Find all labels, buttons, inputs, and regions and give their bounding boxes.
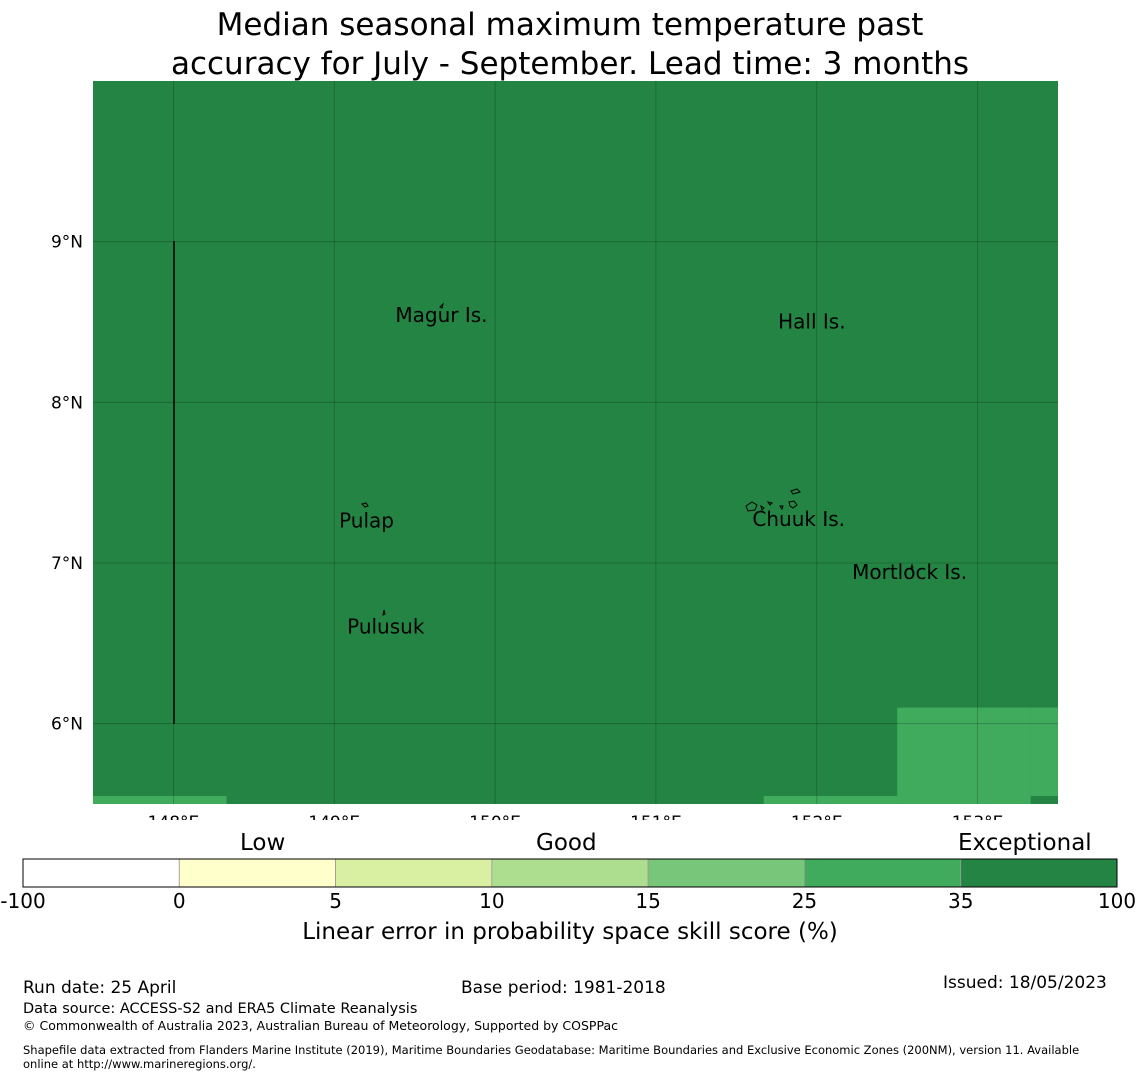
colorbar — [22, 858, 1118, 888]
island-coastline — [760, 504, 765, 511]
colorbar-frame — [22, 858, 1118, 888]
place-label: Mortlock Is. — [852, 560, 967, 584]
island-coastline — [788, 500, 798, 509]
longitude-tick-label: 149°E — [308, 813, 360, 820]
island-coastline — [745, 501, 758, 512]
run-date: Run date: 25 April — [23, 978, 177, 998]
longitude-tick-label: 152°E — [791, 813, 843, 820]
place-label: Chuuk Is. — [752, 507, 845, 531]
colorbar-tick-label: -100 — [0, 889, 46, 913]
colorbar-tick-label: 100 — [1097, 889, 1137, 913]
colorbar-bin — [22, 858, 180, 888]
island-coastline — [910, 563, 914, 569]
longitude-tick-label: 148°E — [148, 813, 200, 820]
map-gridlines — [93, 81, 1058, 804]
colorbar-bin — [804, 858, 962, 888]
data-source: Data source: ACCESS-S2 and ERA5 Climate … — [23, 1001, 418, 1017]
base-period: Base period: 1981-2018 — [461, 978, 666, 998]
issued-date: Issued: 18/05/2023 — [943, 973, 1107, 993]
colorbar-tick-label: 0 — [172, 889, 186, 913]
colorbar-category-exceptional: Exceptional — [958, 830, 1092, 856]
colorbar-tick-label: 10 — [479, 889, 505, 913]
island-coastline — [361, 502, 369, 508]
colorbar-tick-label: 25 — [791, 889, 818, 913]
island-coastline — [382, 609, 386, 616]
place-label: Pulap — [339, 509, 394, 533]
colorbar-bin — [178, 858, 336, 888]
island-coastline — [790, 488, 801, 495]
latitude-tick-label: 9°N — [51, 233, 83, 253]
shapefile-credit-line-2: online at http://www.marineregions.org/. — [23, 1057, 256, 1071]
colorbar-bin — [647, 858, 805, 888]
latitude-tick-label: 6°N — [51, 715, 83, 735]
colorbar-bin — [960, 858, 1118, 888]
longitude-tick-label: 150°E — [469, 813, 521, 820]
colorbar-tick-label: 5 — [329, 889, 342, 913]
place-label: Pulusuk — [347, 615, 425, 639]
colorbar-category-good: Good — [536, 830, 597, 856]
place-label: Hall Is. — [778, 309, 845, 333]
skill-background — [93, 81, 1058, 804]
latitude-tick-labels: 9°N 8°N 7°N 6°N — [51, 233, 83, 735]
map-title-line-1: Median seasonal maximum temperature past — [216, 7, 924, 43]
colorbar-bin — [335, 858, 493, 888]
skill-cell-patch-1 — [763, 795, 898, 804]
colorbar-tick-label: 15 — [635, 889, 661, 913]
latitude-tick-label: 7°N — [51, 554, 83, 574]
colorbar-tick-label: 35 — [947, 889, 974, 913]
skill-cell-patch-3 — [1030, 707, 1058, 796]
copyright: © Commonwealth of Australia 2023, Austra… — [23, 1018, 618, 1033]
skill-grid-cells — [93, 81, 1058, 804]
island-coastline — [766, 501, 773, 506]
place-labels: Magur Is. Hall Is. Pulap Chuuk Is. Mortlock … — [339, 303, 967, 639]
skill-score-map: Magur Is. Hall Is. Pulap Chuuk Is. Mortlock … — [51, 81, 1058, 820]
island-coastline — [779, 505, 784, 511]
longitude-tick-labels: 148°E 149°E 150°E 151°E 152°E 153°E — [148, 813, 1004, 820]
map-title-line-2: accuracy for July - September. Lead time… — [170, 46, 970, 82]
longitude-tick-label: 151°E — [630, 813, 682, 820]
colorbar-title: Linear error in probability space skill … — [302, 919, 838, 945]
colorbar-category-low: Low — [240, 830, 286, 856]
colorbar-bin — [491, 858, 649, 888]
island-coastline — [439, 302, 444, 309]
latitude-tick-label: 8°N — [51, 393, 83, 413]
skill-cell-patch-0 — [93, 795, 227, 804]
skill-cell-patch-2 — [897, 707, 1031, 804]
shapefile-credit-line-1: Shapefile data extracted from Flanders M… — [23, 1043, 1080, 1057]
coastlines — [361, 302, 914, 616]
place-label: Magur Is. — [395, 303, 487, 327]
longitude-tick-label: 153°E — [952, 813, 1004, 820]
